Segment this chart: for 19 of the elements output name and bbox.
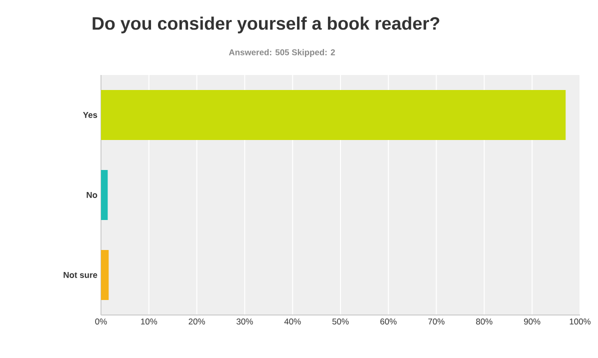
bar: [101, 170, 108, 220]
x-tick-label: 0%: [95, 318, 107, 325]
chart-title: Do you consider yourself a book reader?: [92, 16, 440, 34]
bar: [101, 90, 566, 140]
x-tick-label: 60%: [380, 318, 397, 325]
x-tick-label: 40%: [284, 318, 301, 325]
x-tick-label: 80%: [476, 318, 492, 325]
x-tick-label: 10%: [141, 318, 158, 325]
x-tick-label: 50%: [332, 318, 349, 325]
chart-subtitle: Answered: 505 Skipped: 2: [228, 49, 335, 57]
y-tick-label: Yes: [83, 112, 98, 118]
x-tick-label: 70%: [428, 318, 444, 325]
y-tick-label: No: [86, 192, 98, 198]
x-tick-label: 20%: [188, 318, 205, 325]
y-tick-label: Not sure: [64, 272, 98, 278]
x-tick-label: 90%: [524, 318, 540, 325]
x-tick-label: 100%: [570, 318, 591, 325]
bar: [101, 250, 109, 300]
x-tick-label: 30%: [236, 318, 253, 325]
